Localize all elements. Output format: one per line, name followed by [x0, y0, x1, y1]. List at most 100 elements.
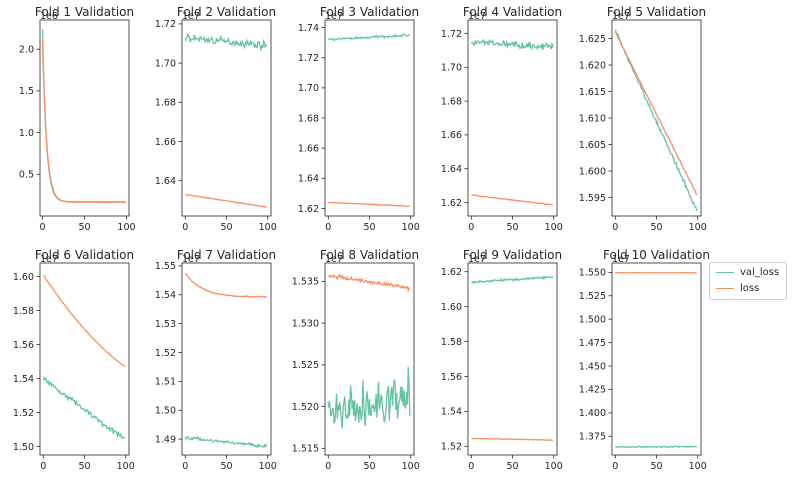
y-tick-label: 0.5 [19, 170, 34, 181]
x-tick-label: 0 [468, 461, 474, 472]
series-loss-fold-9 [471, 437, 553, 442]
y-tick-label: 1.600 [579, 166, 606, 177]
panel-title: Fold 5 Validation [607, 5, 706, 19]
x-tick-label: 50 [506, 461, 518, 472]
x-tick-label: 0 [612, 461, 618, 472]
x-tick-label: 50 [506, 222, 518, 233]
axis-offset-label: 1e7 [612, 11, 630, 22]
panel-title: Fold 2 Validation [177, 5, 276, 19]
y-tick-label: 1.50 [13, 442, 34, 453]
series-val-loss-fold-2 [184, 33, 268, 53]
y-tick-label: 1.70 [155, 58, 176, 69]
x-tick-label: 100 [117, 461, 135, 472]
y-tick-label: 1.52 [155, 348, 176, 359]
axis-offset-label: 1e7 [468, 254, 486, 265]
axes-frame [181, 19, 272, 217]
y-tick-label: 1.64 [298, 174, 319, 185]
series-val-loss-fold-5 [614, 29, 698, 212]
axes-frame [324, 262, 415, 456]
y-tick-label: 1.70 [298, 83, 319, 94]
series-loss-fold-4 [471, 194, 553, 206]
y-tick-label: 1.70 [441, 63, 462, 74]
y-tick-label: 1.520 [292, 402, 319, 413]
x-tick-label: 50 [78, 461, 90, 472]
x-tick-label: 100 [259, 461, 277, 472]
y-tick-label: 1.56 [441, 372, 462, 383]
y-tick-label: 1.52 [13, 408, 34, 419]
legend-item-loss: loss [716, 282, 759, 296]
y-tick-label: 1.60 [441, 302, 462, 313]
y-tick-label: 1.530 [292, 318, 319, 329]
legend-swatch-val-loss [716, 271, 734, 273]
series-val-loss-fold-10 [615, 445, 698, 449]
panel-title: Fold 8 Validation [320, 248, 419, 262]
axis-offset-label: 1e7 [325, 254, 343, 265]
y-tick-label: 1.72 [298, 53, 319, 64]
y-tick-label: 1.74 [298, 23, 319, 34]
x-tick-label: 100 [545, 222, 563, 233]
y-tick-label: 1.64 [441, 164, 462, 175]
series-val-loss-fold-9 [471, 275, 554, 285]
series-loss-fold-7 [184, 272, 268, 298]
y-tick-label: 1.620 [579, 60, 606, 71]
axes-frame [181, 262, 272, 456]
legend-item-val-loss: val_loss [716, 266, 779, 280]
panel-title: Fold 1 Validation [35, 5, 134, 19]
panel-fold-5: 0 50 100 1.595 1.600 1.605 1.610 1.615 1.620 1.62… [579, 5, 707, 233]
x-tick-label: 0 [325, 222, 331, 233]
x-tick-label: 100 [117, 222, 135, 233]
y-tick-label: 1.54 [155, 290, 176, 301]
panel-title: Fold 9 Validation [463, 248, 562, 262]
y-tick-label: 1.66 [298, 143, 319, 154]
y-tick-label: 1.375 [579, 432, 606, 443]
y-tick-label: 1.625 [579, 34, 606, 45]
y-tick-label: 2.0 [19, 44, 34, 55]
y-tick-label: 1.51 [155, 377, 176, 388]
series-val-loss-fold-7 [184, 435, 268, 449]
x-tick-label: 0 [40, 461, 46, 472]
panel-title: Fold 10 Validation [603, 248, 710, 262]
y-tick-label: 1.62 [298, 204, 319, 215]
panel-fold-3: 0 50 100 1.62 1.64 1.66 1.68 1.70 1.72 1.74 1e7Fol… [298, 5, 420, 233]
y-tick-label: 1.72 [441, 29, 462, 40]
axes-frame [324, 19, 415, 217]
series-loss-fold-2 [184, 193, 268, 208]
x-tick-label: 100 [689, 222, 707, 233]
y-tick-label: 1.500 [579, 314, 606, 325]
y-tick-label: 1.72 [155, 19, 176, 30]
series-loss-fold-5 [614, 31, 698, 196]
y-tick-label: 1.68 [298, 113, 319, 124]
x-tick-label: 0 [182, 461, 188, 472]
panel-fold-10: 0 50 100 1.375 1.400 1.425 1.450 1.475 1.500 1.52… [579, 248, 710, 472]
y-tick-label: 1.525 [579, 291, 606, 302]
series-loss-fold-3 [328, 201, 411, 207]
y-tick-label: 1.54 [13, 374, 34, 385]
y-tick-label: 1.5 [19, 86, 34, 97]
x-tick-label: 0 [39, 222, 45, 233]
y-tick-label: 1.56 [13, 340, 34, 351]
y-tick-label: 1.450 [579, 361, 606, 372]
x-tick-label: 50 [78, 222, 90, 233]
x-tick-label: 100 [545, 461, 563, 472]
axes-frame [467, 262, 558, 456]
y-tick-label: 1.68 [155, 98, 176, 109]
x-tick-label: 0 [612, 222, 618, 233]
y-tick-label: 1.62 [441, 267, 462, 278]
y-tick-label: 1.58 [13, 306, 34, 317]
y-tick-label: 1.535 [292, 277, 319, 288]
x-tick-label: 100 [689, 461, 707, 472]
axes-frame [39, 19, 130, 217]
y-tick-label: 1.60 [13, 272, 34, 283]
y-tick-label: 1.0 [19, 128, 34, 139]
series-loss-fold-1 [41, 40, 126, 203]
y-tick-label: 1.515 [292, 444, 319, 455]
series-val-loss-fold-4 [470, 38, 554, 51]
legend-label-val-loss: val_loss [740, 267, 780, 278]
axis-offset-label: 1e7 [182, 11, 200, 22]
